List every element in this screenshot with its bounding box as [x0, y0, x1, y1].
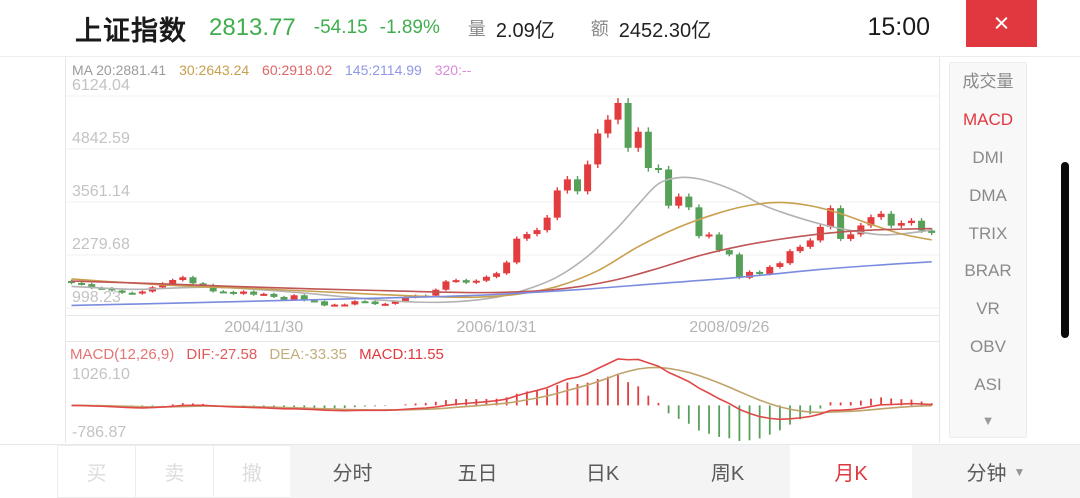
ma-legend: MA 20:2881.41 30:2643.24 60:2918.02 145:… — [72, 62, 480, 78]
macd-legend: MACD(12,26,9) DIF:-27.58 DEA:-33.35 MACD… — [70, 346, 452, 363]
macd-legend-item: MACD:11.55 — [359, 346, 444, 363]
amount-value: 2452.30亿 — [618, 19, 712, 42]
macd-legend-item: DIF:-27.58 — [186, 346, 258, 363]
ma-legend-item: 30:2643.24 — [179, 62, 250, 78]
cancel-order-button[interactable]: 撤 — [213, 445, 291, 498]
tab-monthly-k[interactable]: 月K — [790, 445, 912, 498]
tab-intraday[interactable]: 分时 — [290, 445, 415, 498]
y-axis-label: 2279.68 — [72, 236, 130, 253]
sidebar-item-macd[interactable]: MACD — [962, 110, 1014, 130]
sidebar-item-vr[interactable]: VR — [976, 299, 1000, 319]
minute-label: 分钟 — [966, 463, 1007, 485]
buy-button[interactable]: 买 — [57, 445, 136, 498]
quote-header: 上证指数 2813.77 -54.15 -1.89% 量 2.09亿 额 245… — [0, 0, 1080, 57]
quote-time: 15:00 — [867, 13, 930, 41]
amount-label: 额 — [590, 19, 609, 39]
tab-five-day[interactable]: 五日 — [415, 445, 540, 498]
sidebar-item-dmi[interactable]: DMI — [972, 147, 1004, 167]
sidebar-item-volume[interactable]: 成交量 — [962, 72, 1014, 92]
bottom-toolbar: 买 卖 撤 分时 五日 日K 周K 月K 分钟 ▼ — [0, 444, 1080, 498]
last-price: 2813.77 — [209, 14, 296, 41]
chevron-down-icon: ▼ — [1013, 464, 1026, 479]
y-axis-label: 6124.04 — [72, 77, 130, 94]
y-axis-label: 3561.14 — [72, 183, 130, 200]
index-title: 上证指数 — [75, 15, 187, 46]
tab-weekly-k[interactable]: 周K — [665, 445, 790, 498]
y-axis-label: 4842.59 — [72, 130, 130, 147]
sidebar-item-trix[interactable]: TRIX — [968, 223, 1008, 243]
chevron-down-icon[interactable]: ▼ — [981, 412, 995, 428]
candles-layer — [68, 98, 936, 307]
sell-button[interactable]: 卖 — [135, 445, 214, 498]
tab-daily-k[interactable]: 日K — [540, 445, 665, 498]
x-axis-label: 2008/09/26 — [689, 319, 770, 336]
candlestick-chart-panel[interactable]: MA 20:2881.41 30:2643.24 60:2918.02 145:… — [0, 57, 948, 444]
scrollbar-indicator[interactable] — [1061, 162, 1069, 338]
price-change: -54.15 — [313, 17, 368, 38]
x-axis-label: 2004/11/30 — [224, 319, 304, 336]
ma-legend-item: MA 20:2881.41 — [72, 62, 167, 78]
x-axis-label: 2006/10/31 — [456, 319, 537, 336]
macd-layer — [71, 358, 933, 441]
candlestick-chart — [65, 57, 940, 443]
y-axis-label: 998.23 — [72, 289, 121, 306]
macd-y-bottom: -786.87 — [72, 424, 127, 441]
close-button[interactable]: × — [966, 0, 1037, 47]
ma-legend-item: 60:2918.02 — [262, 62, 333, 78]
macd-legend-item: DEA:-33.35 — [269, 346, 347, 363]
sidebar-item-brar[interactable]: BRAR — [964, 261, 1012, 281]
sidebar-item-dma[interactable]: DMA — [969, 185, 1007, 205]
macd-legend-item: MACD(12,26,9) — [70, 346, 175, 363]
grid-layer — [65, 57, 940, 443]
price-change-percent: -1.89% — [379, 17, 440, 38]
indicator-sidebar: 成交量 MACD DMI DMA TRIX BRAR VR OBV ASI ▼ — [949, 62, 1027, 438]
ma-legend-item: 145:2114.99 — [345, 62, 422, 78]
volume-label: 量 — [467, 19, 486, 39]
sidebar-item-obv[interactable]: OBV — [970, 336, 1006, 356]
sidebar-item-asi[interactable]: ASI — [974, 374, 1002, 394]
tab-minute-dropdown[interactable]: 分钟 ▼ — [912, 445, 1080, 498]
ma-legend-item: 320:-- — [434, 62, 472, 78]
macd-y-top: 1026.10 — [72, 366, 130, 383]
close-icon: × — [993, 8, 1010, 38]
ma-lines-layer — [71, 176, 932, 307]
volume-value: 2.09亿 — [495, 19, 555, 42]
